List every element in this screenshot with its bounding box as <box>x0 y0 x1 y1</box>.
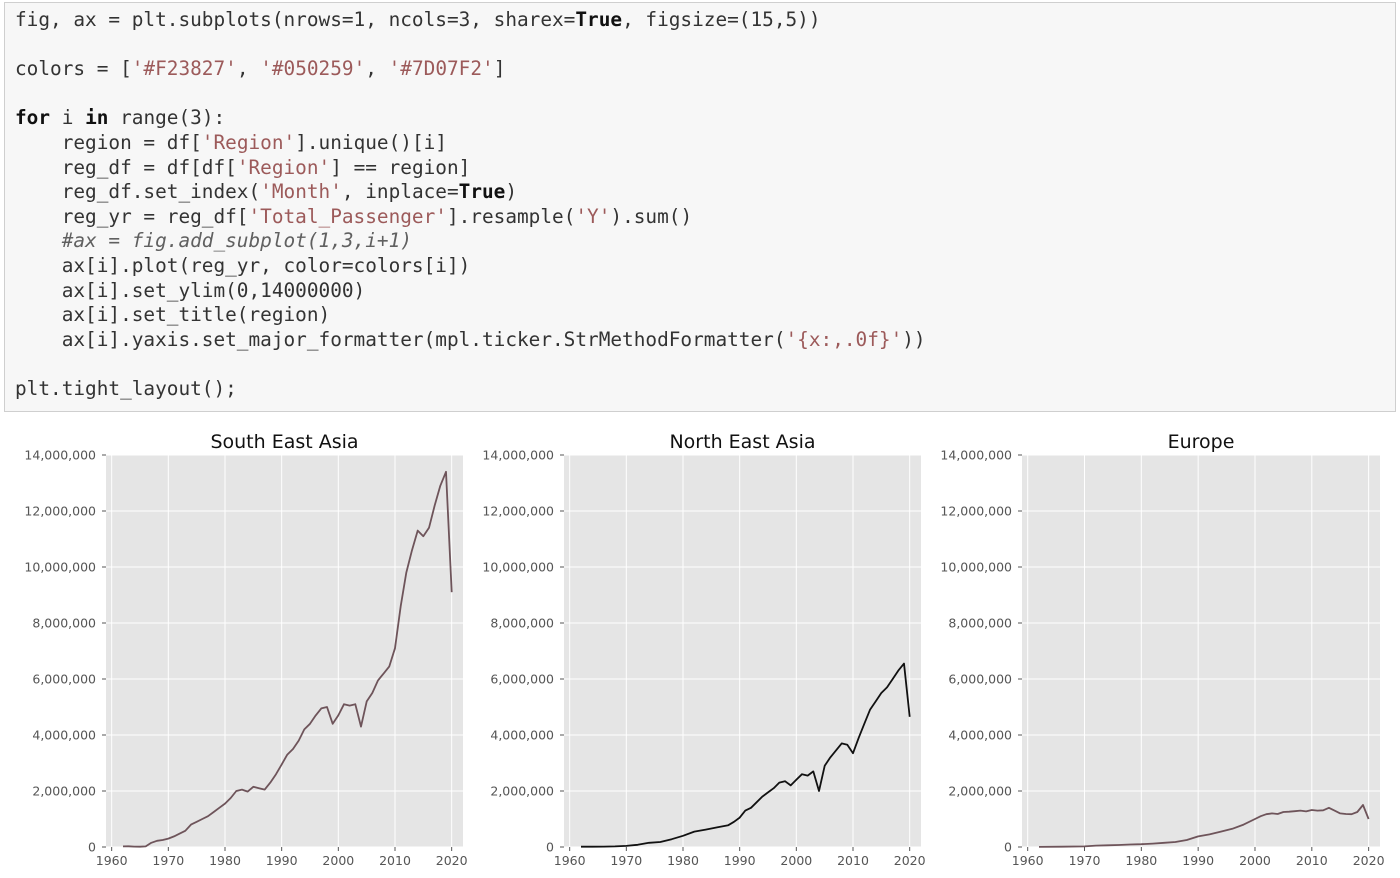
y-tick-label: 4,000,000 <box>490 728 554 743</box>
x-tick-label: 1980 <box>1125 853 1157 868</box>
x-tick-label: 2000 <box>322 853 354 868</box>
y-tick-label: 12,000,000 <box>24 504 96 519</box>
chart-panel: South East Asia 0 2,000,000 4,000,000 6,000,… <box>24 431 467 868</box>
chart-title: North East Asia <box>669 431 815 453</box>
code-line: plt.tight_layout(); <box>15 376 237 400</box>
charts-figure: South East Asia 0 2,000,000 4,000,000 6,000,… <box>24 431 1384 868</box>
x-tick-label: 2010 <box>379 853 411 868</box>
x-tick-label: 1970 <box>152 853 184 868</box>
series-line <box>122 470 453 848</box>
y-tick-label: 10,000,000 <box>24 560 96 575</box>
x-tick-label: 2000 <box>780 853 812 868</box>
series-line <box>1038 804 1370 848</box>
series-line <box>581 662 911 848</box>
x-tick-label: 1990 <box>266 853 298 868</box>
x-tick-label: 1960 <box>554 853 586 868</box>
x-tick-label: 2010 <box>1296 853 1328 868</box>
y-tick-label: 14,000,000 <box>24 448 96 463</box>
y-tick-label: 2,000,000 <box>948 784 1012 799</box>
plot-area <box>1022 455 1380 847</box>
y-tick-label: 6,000,000 <box>490 672 554 687</box>
code-cell[interactable]: fig, ax = plt.subplots(nrows=1, ncols=3,… <box>4 2 1396 412</box>
y-tick-label: 6,000,000 <box>948 672 1012 687</box>
y-tick-label: 4,000,000 <box>32 728 96 743</box>
y-tick-label: 8,000,000 <box>948 616 1012 631</box>
x-tick-label: 2000 <box>1239 853 1271 868</box>
chart-title: South East Asia <box>210 431 358 453</box>
x-tick-label: 1960 <box>1012 853 1044 868</box>
y-tick-label: 14,000,000 <box>482 448 554 463</box>
x-tick-label: 2010 <box>837 853 869 868</box>
y-tick-label: 8,000,000 <box>32 616 96 631</box>
y-tick-label: 10,000,000 <box>940 560 1012 575</box>
x-tick-label: 1970 <box>610 853 642 868</box>
y-tick-label: 2,000,000 <box>32 784 96 799</box>
code-line: reg_df = df[df['Region'] == region] <box>15 155 471 179</box>
y-tick-label: 6,000,000 <box>32 672 96 687</box>
x-tick-label: 1970 <box>1069 853 1101 868</box>
plot-area <box>106 455 463 847</box>
code-line: reg_yr = reg_df['Total_Passenger'].resam… <box>15 204 693 228</box>
code-line: ax[i].set_title(region) <box>15 303 331 327</box>
x-tick-label: 1980 <box>209 853 241 868</box>
x-tick-label: 1960 <box>96 853 128 868</box>
code-line: region = df['Region'].unique()[i] <box>15 130 447 154</box>
code-line: ax[i].plot(reg_yr, color=colors[i]) <box>15 253 471 277</box>
code-line-comment: #ax = fig.add_subplot(1,3,i+1) <box>15 229 412 253</box>
y-tick-label: 12,000,000 <box>940 504 1012 519</box>
y-tick-label: 0 <box>88 840 96 855</box>
x-tick-label: 2020 <box>1353 853 1385 868</box>
y-tick-label: 0 <box>1004 840 1012 855</box>
y-tick-label: 4,000,000 <box>948 728 1012 743</box>
x-tick-label: 2020 <box>894 853 926 868</box>
chart-title: Europe <box>1168 431 1235 453</box>
chart-panel: North East Asia 0 2,000,000 4,000,000 6,000,… <box>482 431 925 868</box>
x-tick-label: 2020 <box>436 853 468 868</box>
y-tick-label: 2,000,000 <box>490 784 554 799</box>
code-line: ax[i].set_ylim(0,14000000) <box>15 278 366 302</box>
y-tick-label: 8,000,000 <box>490 616 554 631</box>
y-tick-label: 14,000,000 <box>940 448 1012 463</box>
y-tick-label: 10,000,000 <box>482 560 554 575</box>
code-block[interactable]: fig, ax = plt.subplots(nrows=1, ncols=3,… <box>5 3 1395 402</box>
code-line: fig, ax = plt.subplots(nrows=1, ncols=3,… <box>15 8 821 31</box>
code-line: reg_df.set_index('Month', inplace=True) <box>15 180 518 204</box>
x-tick-label: 1990 <box>1182 853 1214 868</box>
code-line: ax[i].yaxis.set_major_formatter(mpl.tick… <box>15 327 926 351</box>
code-line: colors = ['#F23827', '#050259', '#7D07F2… <box>15 57 506 81</box>
code-line: for i in range(3): <box>15 106 226 130</box>
chart-panel: Europe 0 2,000,000 4,000,000 6,000,000 8,000,… <box>940 431 1384 868</box>
y-tick-label: 12,000,000 <box>482 504 554 519</box>
plot-area <box>564 455 921 847</box>
y-tick-label: 0 <box>546 840 554 855</box>
x-tick-label: 1980 <box>667 853 699 868</box>
x-tick-label: 1990 <box>724 853 756 868</box>
